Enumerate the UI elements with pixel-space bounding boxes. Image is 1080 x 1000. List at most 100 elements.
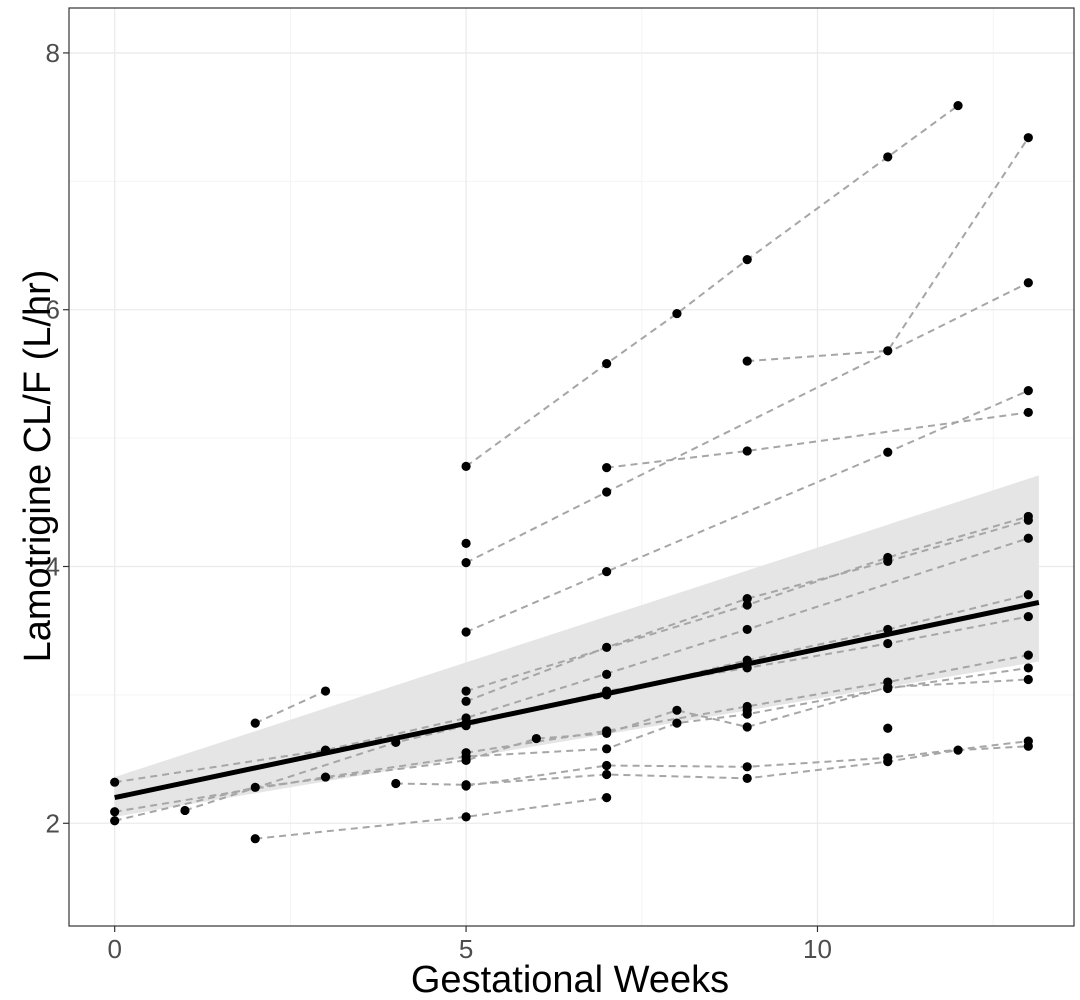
data-point <box>883 757 893 767</box>
confidence-ribbon <box>114 475 1039 817</box>
data-point <box>953 100 963 111</box>
data-point <box>1023 533 1033 543</box>
data-point <box>461 780 471 790</box>
confidence-ribbon-group <box>114 475 1039 817</box>
data-point <box>742 356 752 366</box>
subject-line <box>114 537 1029 784</box>
data-point <box>742 762 752 772</box>
data-point <box>742 446 752 456</box>
data-point <box>391 778 401 789</box>
grid <box>69 8 1074 926</box>
x-tick-label: 0 <box>107 934 121 964</box>
data-point <box>602 669 612 679</box>
subject-line <box>465 389 1029 633</box>
subject-line <box>606 411 1029 469</box>
data-point <box>602 769 612 780</box>
data-point <box>883 682 893 692</box>
subject-line <box>465 104 959 468</box>
data-point <box>602 686 612 696</box>
data-point <box>180 805 190 816</box>
fit-line <box>114 600 1040 801</box>
data-point <box>250 782 260 792</box>
data-point <box>883 346 893 356</box>
data-point <box>1023 663 1033 673</box>
data-point <box>742 255 752 265</box>
data-point <box>1023 590 1033 600</box>
data-point <box>1023 407 1033 418</box>
data-point <box>1023 741 1033 751</box>
y-tick-label: 6 <box>46 295 60 325</box>
data-point <box>742 594 752 604</box>
data-point <box>461 812 471 822</box>
data-point <box>1023 515 1033 525</box>
data-point <box>742 600 752 610</box>
data-point <box>461 721 471 731</box>
data-point <box>110 777 120 787</box>
data-point <box>110 807 120 817</box>
data-point <box>672 718 682 728</box>
data-point <box>883 638 893 649</box>
axis-ticks: 0 5 10 2 4 6 8 <box>46 38 832 964</box>
data-point <box>461 461 471 471</box>
data-point <box>1023 650 1033 660</box>
data-point <box>602 642 612 652</box>
data-point <box>461 538 471 548</box>
data-point <box>602 744 612 754</box>
data-point <box>602 359 612 369</box>
data-point <box>320 686 331 696</box>
data-point <box>461 755 471 765</box>
data-point <box>602 567 612 577</box>
y-tick-label: 4 <box>46 552 60 582</box>
data-point <box>250 834 260 844</box>
subject-line <box>254 690 326 725</box>
subject-line <box>114 678 1029 822</box>
data-point <box>250 718 260 728</box>
y-axis-title: Lamotrigine CL/F (L/hr) <box>17 270 59 663</box>
data-point <box>742 663 752 673</box>
data-points-group <box>110 100 1033 844</box>
data-point <box>461 558 471 568</box>
data-point <box>883 556 893 566</box>
data-point <box>602 760 612 771</box>
y-tick-label: 8 <box>46 38 60 68</box>
data-point <box>602 487 612 497</box>
data-point <box>320 745 331 755</box>
data-point <box>1023 278 1033 288</box>
data-point <box>742 705 752 715</box>
data-point <box>672 308 682 319</box>
data-point <box>1023 386 1033 396</box>
fit-line-group <box>114 600 1040 801</box>
subject-line <box>255 796 607 840</box>
data-point <box>391 737 401 748</box>
data-point <box>742 773 752 783</box>
data-point <box>1023 133 1033 143</box>
data-point <box>883 723 893 733</box>
data-point <box>883 447 893 457</box>
x-tick-label: 5 <box>459 934 473 964</box>
panel-border <box>68 7 1075 927</box>
data-point <box>672 705 682 715</box>
data-point <box>1023 674 1033 685</box>
data-point <box>742 655 752 665</box>
x-tick-label: 10 <box>803 934 832 964</box>
data-point <box>953 745 963 755</box>
data-point <box>320 772 331 782</box>
data-point <box>883 152 893 162</box>
data-point <box>883 624 893 635</box>
data-point <box>461 627 471 637</box>
data-point <box>461 686 471 696</box>
data-point <box>1023 611 1033 622</box>
x-axis-title: Gestational Weeks <box>411 959 729 1000</box>
data-point <box>602 728 612 739</box>
data-point <box>602 793 612 803</box>
data-point <box>531 733 541 744</box>
data-point <box>110 816 120 826</box>
data-point <box>602 463 612 473</box>
data-point <box>742 624 752 635</box>
subject-line <box>465 519 1029 703</box>
subject-line <box>114 666 1029 813</box>
y-tick-label: 2 <box>46 808 60 838</box>
data-point <box>461 696 471 706</box>
